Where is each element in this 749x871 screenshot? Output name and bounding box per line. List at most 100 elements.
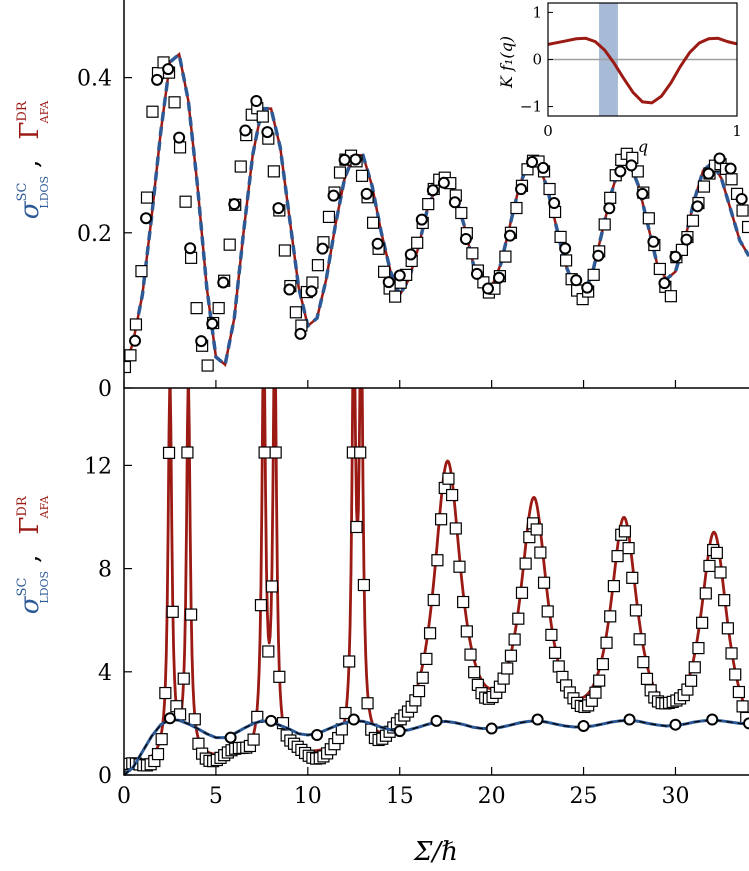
bottom-square-marker bbox=[343, 655, 356, 668]
bottom-square-marker bbox=[162, 446, 176, 459]
top-square-marker bbox=[366, 216, 380, 229]
top-comma: , bbox=[15, 160, 45, 168]
bottom-square-marker bbox=[449, 522, 462, 535]
bottom-sigma-symbol: σ bbox=[15, 595, 45, 614]
top-circle-marker bbox=[614, 165, 627, 178]
bottom-square-marker bbox=[446, 488, 459, 502]
bottom-square-marker bbox=[626, 571, 639, 584]
top-circle-marker bbox=[713, 152, 726, 165]
bottom-y-tick-label: 0 bbox=[98, 764, 112, 789]
top-square-marker bbox=[587, 268, 600, 281]
top-circle-marker bbox=[327, 189, 340, 202]
bottom-square-marker bbox=[155, 733, 168, 746]
top-square-marker bbox=[355, 169, 369, 182]
bottom-square-marker bbox=[710, 546, 723, 559]
top-square-marker bbox=[411, 236, 424, 249]
bottom-square-marker bbox=[530, 523, 543, 536]
bottom-square-marker bbox=[159, 686, 172, 700]
bottom-circle-marker bbox=[311, 729, 324, 742]
bottom-square-marker bbox=[427, 593, 440, 607]
bottom-x-tick-label: 20 bbox=[478, 784, 506, 809]
top-square-marker bbox=[559, 254, 573, 267]
top-circle-marker bbox=[647, 235, 660, 248]
top-square-marker bbox=[124, 349, 137, 362]
top-square-marker bbox=[741, 220, 749, 234]
top-circle-marker bbox=[173, 131, 186, 144]
bottom-square-marker bbox=[725, 647, 738, 660]
bottom-square-marker bbox=[431, 554, 444, 567]
inset-curve bbox=[548, 36, 737, 105]
bottom-square-marker bbox=[247, 733, 260, 746]
bottom-x-tick-label: 25 bbox=[570, 784, 598, 809]
bottom-circle-marker bbox=[577, 719, 590, 732]
bottom-circle-marker bbox=[485, 722, 498, 735]
bottom-square-marker bbox=[714, 566, 727, 579]
bottom-square-marker bbox=[593, 674, 606, 687]
top-circle-marker bbox=[294, 327, 307, 340]
bottom-sigma-sup: SC bbox=[15, 578, 30, 597]
top-square-marker bbox=[322, 210, 336, 224]
top-circle-marker bbox=[669, 250, 682, 263]
top-circle-marker bbox=[382, 276, 395, 289]
bottom-series bbox=[124, 388, 749, 777]
bottom-square-marker bbox=[699, 587, 712, 600]
bottom-square-marker bbox=[254, 599, 268, 612]
top-circle-marker bbox=[250, 95, 263, 108]
top-circle-marker bbox=[658, 277, 671, 290]
bottom-x-tick-label: 5 bbox=[209, 784, 223, 809]
bottom-square-marker bbox=[611, 550, 624, 563]
bottom-square-marker bbox=[166, 605, 179, 618]
bottom-square-marker bbox=[640, 672, 654, 685]
bottom-square-marker bbox=[258, 446, 271, 459]
bottom-square-marker bbox=[534, 546, 547, 559]
top-y-axis-label: σSC LDOS, ΓDR AFA bbox=[15, 100, 51, 219]
bottom-square-marker bbox=[692, 641, 705, 655]
bottom-square-marker bbox=[552, 660, 565, 673]
x-axis-label: Σ/ℏ bbox=[413, 837, 458, 867]
top-circle-marker bbox=[393, 269, 406, 282]
bottom-square-marker bbox=[541, 605, 554, 618]
top-y-tick-label: 0 bbox=[98, 377, 112, 402]
bottom-square-marker bbox=[512, 612, 525, 625]
top-square-marker bbox=[653, 262, 666, 276]
top-ticks: 0 0.2 0.4 bbox=[77, 67, 677, 402]
bottom-square-marker bbox=[637, 656, 650, 669]
top-circle-marker bbox=[504, 229, 517, 242]
top-square-marker bbox=[642, 212, 655, 225]
top-square-marker bbox=[554, 230, 567, 244]
bottom-square-marker bbox=[729, 668, 742, 681]
inset-ylabel: K f₁(q) bbox=[497, 36, 516, 89]
top-square-marker bbox=[190, 302, 203, 315]
bottom-square-marker bbox=[497, 672, 510, 685]
top-square-marker bbox=[179, 195, 192, 208]
top-circle-marker bbox=[206, 317, 219, 330]
top-circle-marker bbox=[316, 242, 329, 255]
bottom-ticks: 0 5 10 15 20 25 30 0 4 8 12 bbox=[84, 454, 689, 809]
inset-x-tick-label: 1 bbox=[732, 122, 742, 140]
top-square-marker bbox=[289, 306, 302, 319]
bottom-square-marker bbox=[457, 595, 470, 609]
top-square-marker bbox=[256, 110, 269, 123]
bottom-square-marker bbox=[618, 525, 632, 538]
top-circle-marker bbox=[481, 282, 494, 295]
bottom-square-marker bbox=[464, 648, 477, 661]
top-sigma-sup: SC bbox=[15, 183, 30, 202]
bottom-square-marker bbox=[629, 604, 643, 617]
top-square-marker bbox=[510, 201, 523, 215]
top-square-marker bbox=[278, 244, 291, 257]
top-circle-marker bbox=[305, 285, 318, 298]
top-series bbox=[124, 51, 749, 374]
top-circle-marker bbox=[526, 156, 539, 169]
top-circle-marker bbox=[493, 271, 505, 284]
bottom-square-marker bbox=[412, 685, 426, 698]
bottom-sigma-sub: LDOS bbox=[38, 571, 51, 604]
top-circle-marker bbox=[371, 237, 384, 250]
top-square-marker bbox=[675, 243, 689, 256]
inset-x-tick-label: 0 bbox=[543, 122, 553, 140]
bottom-square-marker bbox=[184, 608, 198, 621]
top-circle-marker bbox=[636, 187, 649, 200]
top-square-marker bbox=[466, 247, 479, 260]
top-circle-marker bbox=[448, 196, 461, 209]
top-square-marker bbox=[389, 290, 402, 303]
bottom-square-marker bbox=[177, 672, 190, 685]
